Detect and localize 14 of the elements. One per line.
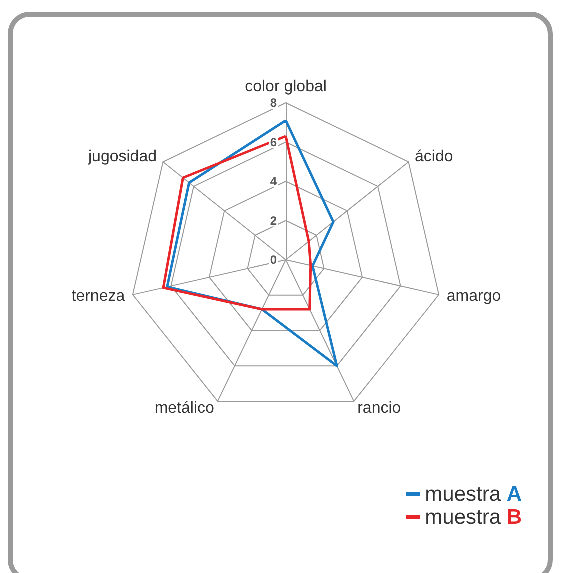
y-tick-label: 2 (270, 214, 278, 228)
spoke-label: rancio (358, 400, 402, 418)
legend-label: muestra A (425, 483, 522, 506)
y-tick-label: 6 (270, 135, 278, 150)
spoke-label: terneza (72, 288, 126, 306)
y-tick-label: 0 (270, 253, 278, 267)
spoke-label: jugosidad (88, 148, 157, 166)
spoke-label: ácido (415, 148, 454, 166)
spoke-label: amargo (446, 288, 502, 306)
spoke-label: metálico (154, 400, 215, 418)
y-tick-label: 8 (270, 96, 278, 110)
legend-label: muestra B (425, 506, 522, 529)
y-tick-label: 4 (270, 174, 278, 188)
spoke-label: color global (245, 78, 327, 96)
